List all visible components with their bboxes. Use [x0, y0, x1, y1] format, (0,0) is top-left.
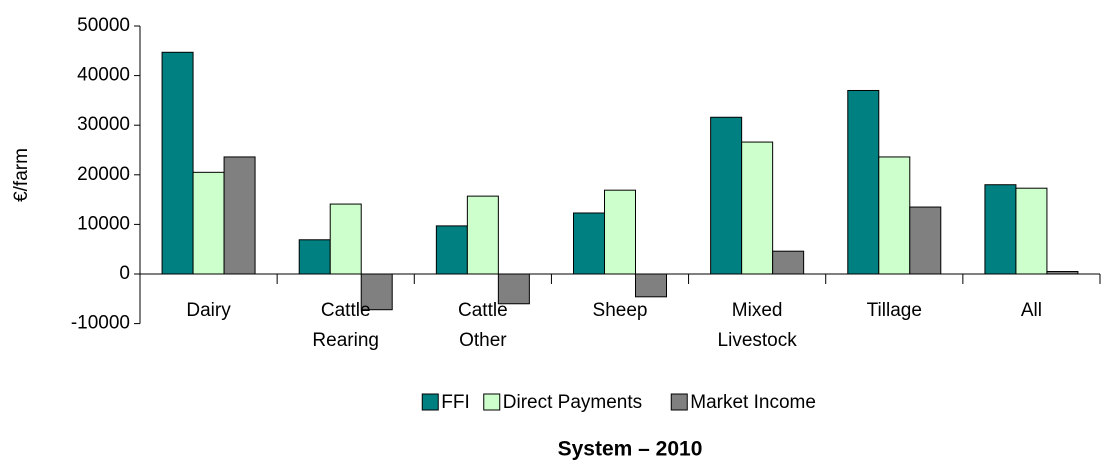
x-tick-label: Mixed Livestock [717, 300, 797, 351]
bar [772, 250, 805, 275]
legend-label: Market Income [690, 392, 816, 413]
bar [635, 273, 667, 298]
bar [497, 273, 530, 305]
bar [984, 184, 1017, 275]
y-tick-label: -10000 [71, 313, 130, 334]
y-tick-label: 0 [119, 263, 130, 284]
chart-title: System – 2010 [558, 438, 703, 461]
bar [604, 189, 636, 275]
x-tick-label: Dairy [186, 300, 231, 321]
y-tick-label: 40000 [77, 65, 130, 86]
bar [298, 239, 331, 275]
x-tick-label: Cattle Other [458, 300, 508, 351]
legend-swatch [483, 393, 501, 411]
y-tick-label: 10000 [77, 213, 130, 234]
legend-label: FFI [441, 392, 470, 413]
bar [847, 89, 880, 275]
bar [710, 116, 743, 275]
bar [329, 203, 362, 275]
legend-swatch [421, 393, 439, 411]
y-axis-label: €/farm [11, 148, 32, 202]
bar [223, 156, 256, 275]
bar [435, 225, 468, 275]
bar [466, 195, 499, 275]
bar [1015, 187, 1048, 275]
bar [909, 206, 942, 275]
x-tick-label: Tillage [866, 300, 922, 321]
legend-swatch [670, 393, 688, 411]
bar [192, 171, 225, 275]
x-tick-label: All [1020, 300, 1042, 321]
legend-label: Direct Payments [503, 392, 642, 413]
bar [161, 51, 194, 275]
y-tick-label: 20000 [77, 164, 130, 185]
bar [741, 141, 774, 275]
y-tick-label: 30000 [77, 114, 130, 135]
x-tick-label: Sheep [592, 300, 648, 321]
y-tick-label: 50000 [77, 15, 130, 36]
x-tick-label: Cattle Rearing [312, 300, 379, 351]
bar [573, 212, 605, 275]
bar [878, 156, 911, 275]
bar [360, 273, 393, 311]
